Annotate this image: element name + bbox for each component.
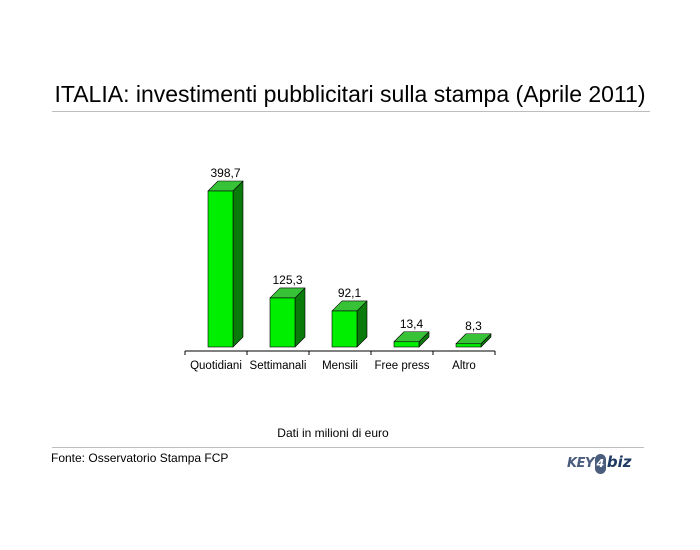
data-label: 398,7 <box>210 166 240 180</box>
bar <box>455 343 482 348</box>
bar <box>269 297 296 348</box>
bar-side-face <box>232 180 244 348</box>
logo-four: 4 <box>594 454 606 474</box>
footer-divider <box>52 447 644 448</box>
bar <box>331 310 358 348</box>
data-label: 92,1 <box>338 286 362 300</box>
chart-title: ITALIA: investimenti pubblicitari sulla … <box>54 81 646 107</box>
data-label: 125,3 <box>272 273 302 287</box>
data-label: 13,4 <box>400 317 424 331</box>
key4biz-logo: KEY 4 biz <box>567 452 643 474</box>
logo-biz: biz <box>606 453 632 471</box>
bar <box>393 341 420 348</box>
bar <box>207 190 234 348</box>
category-label: Quotidiani <box>190 360 242 372</box>
category-label: Mensili <box>322 360 358 372</box>
category-label: Free press <box>375 360 430 372</box>
source-text: Fonte: Osservatorio Stampa FCP <box>51 451 229 465</box>
title-divider <box>52 111 650 112</box>
category-label: Settimanali <box>250 360 307 372</box>
data-label: 8,3 <box>465 319 482 333</box>
category-label: Altro <box>452 360 476 372</box>
logo-key: KEY <box>567 456 594 471</box>
units-note: Dati in milioni di euro <box>277 426 389 440</box>
